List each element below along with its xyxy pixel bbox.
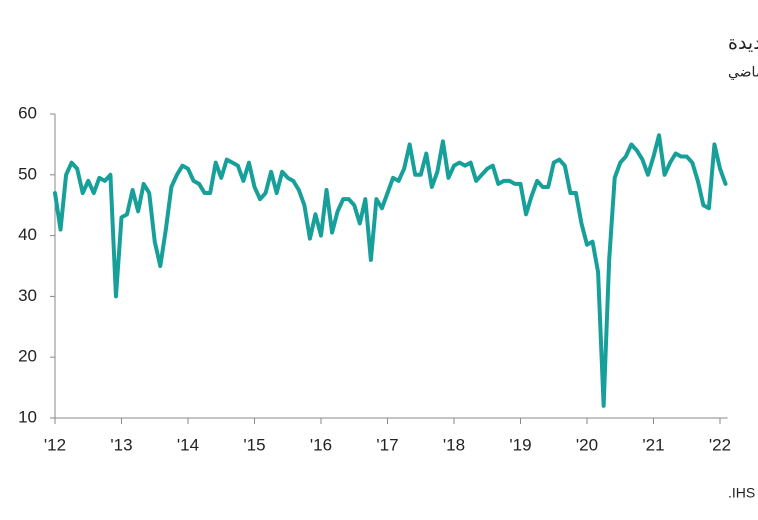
x-tick-label: '16 (310, 435, 332, 454)
chart-subtitle: معدل موسميًا، >50 = نمو منذ الشهر الماضي (728, 64, 758, 81)
source: المصادر: IHS Markit. (728, 485, 758, 502)
y-tick-label: 10 (18, 407, 37, 426)
y-tick-label: 50 (18, 164, 37, 183)
data-line (53, 133, 728, 408)
y-tick-label: 30 (18, 286, 37, 305)
y-tick-label: 60 (18, 103, 37, 122)
x-tick-label: '17 (376, 435, 398, 454)
y-tick-label: 40 (18, 225, 37, 244)
x-tick-label: '18 (443, 435, 465, 454)
x-tick-label: '19 (509, 435, 531, 454)
x-tick-label: '12 (44, 435, 66, 454)
chart-title: مؤشر طلبات التصدير الجديدة (728, 33, 758, 54)
x-tick-label: '15 (243, 435, 265, 454)
x-tick-label: '20 (576, 435, 598, 454)
y-tick-label: 20 (18, 347, 37, 366)
x-tick-label: '13 (110, 435, 132, 454)
x-tick-label: '14 (177, 435, 199, 454)
x-tick-label: '22 (709, 435, 731, 454)
x-tick-label: '21 (642, 435, 664, 454)
